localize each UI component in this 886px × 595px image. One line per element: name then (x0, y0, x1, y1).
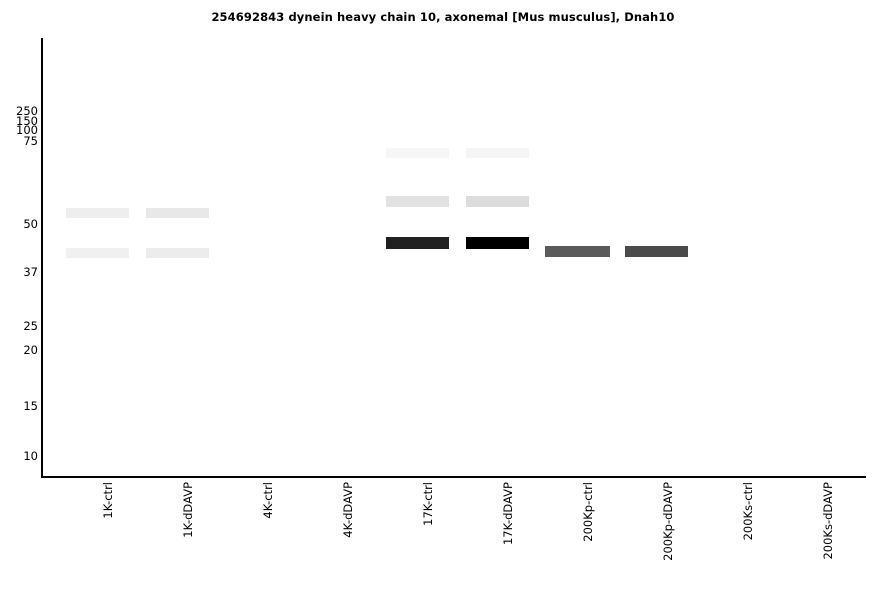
gel-band (466, 196, 529, 207)
x-tick-label-lane-1: 1K-ctrl (101, 482, 115, 519)
gel-band (386, 196, 449, 207)
x-tick-label-lane-10: 200Ks-dDAVP (821, 482, 835, 560)
gel-band (386, 148, 449, 158)
gel-band (66, 208, 129, 218)
y-tick-label: 250 (16, 104, 38, 118)
gel-band (625, 246, 688, 257)
y-tick-label: 75 (23, 134, 38, 148)
x-tick-label-lane-4: 4K-dDAVP (341, 482, 355, 538)
y-tick-label: 50 (23, 217, 38, 231)
x-tick-label-lane-2: 1K-dDAVP (181, 482, 195, 538)
y-tick-label: 150 (16, 114, 38, 128)
x-tick-label-lane-8: 200Kp-dDAVP (661, 482, 675, 561)
y-tick-label: 10 (23, 449, 38, 463)
y-tick-label: 25 (23, 319, 38, 333)
gel-band (466, 237, 529, 249)
x-tick-label-lane-9: 200Ks-ctrl (741, 482, 755, 541)
x-tick-label-lane-5: 17K-ctrl (421, 482, 435, 526)
y-tick-label: 37 (23, 265, 38, 279)
y-axis-tick-labels: 250 150 100 75 50 37 25 20 15 10 (0, 0, 38, 595)
y-tick-label: 15 (23, 399, 38, 413)
x-tick-label-lane-7: 200Kp-ctrl (581, 482, 595, 542)
y-tick-label: 20 (23, 343, 38, 357)
y-tick-label: 100 (16, 123, 38, 137)
page-title: 254692843 dynein heavy chain 10, axonema… (211, 10, 675, 24)
gel-band (386, 237, 449, 249)
gel-band (66, 248, 129, 258)
gel-band (146, 208, 209, 218)
x-axis-spine (41, 476, 866, 478)
gel-band (466, 148, 529, 158)
y-axis-spine (41, 38, 43, 478)
gel-band (545, 246, 610, 257)
x-tick-label-lane-3: 4K-ctrl (261, 482, 275, 519)
x-tick-label-lane-6: 17K-dDAVP (501, 482, 515, 546)
gel-band (146, 248, 209, 258)
